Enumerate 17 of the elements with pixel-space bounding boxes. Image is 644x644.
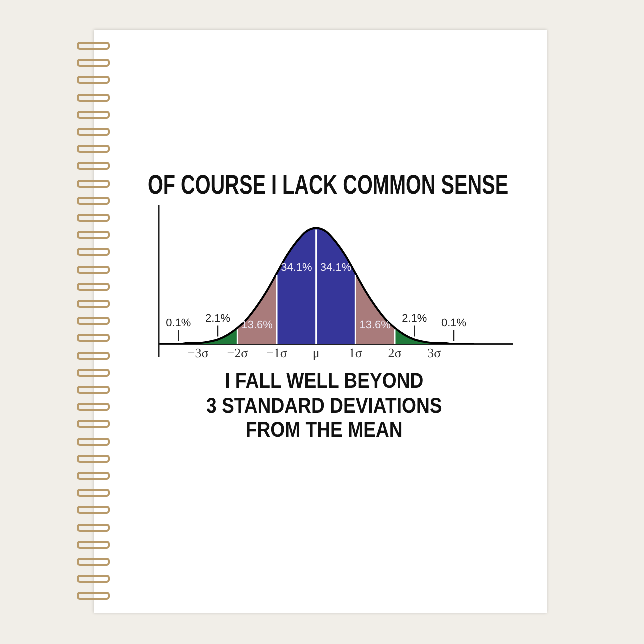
annotation: 2.1% [402, 312, 428, 325]
annotation: 34.1% [320, 262, 352, 274]
x-tick-label: μ [312, 346, 320, 361]
annotation: 13.6% [242, 319, 274, 332]
chart-title: OF COURSE I LACK COMMON SENSE [148, 170, 509, 200]
x-tick-label: 2σ [388, 346, 402, 361]
text: I FALL WELL BEYOND 3 STANDARD DEVIATIONS FROM THE MEAN [206, 369, 442, 444]
x-tick-label: −2σ [227, 346, 248, 361]
x-tick-label: 3σ [428, 346, 442, 361]
x-tick-label: −1σ [266, 346, 288, 361]
annotation: 34.1% [281, 262, 312, 274]
annotation: 2.1% [205, 312, 231, 325]
annotation: 13.6% [360, 319, 392, 332]
annotation: 0.1% [166, 317, 192, 330]
annotation: 0.1% [441, 317, 467, 330]
x-tick-label: −3σ [188, 346, 209, 361]
x-tick-label: 1σ [348, 346, 362, 361]
